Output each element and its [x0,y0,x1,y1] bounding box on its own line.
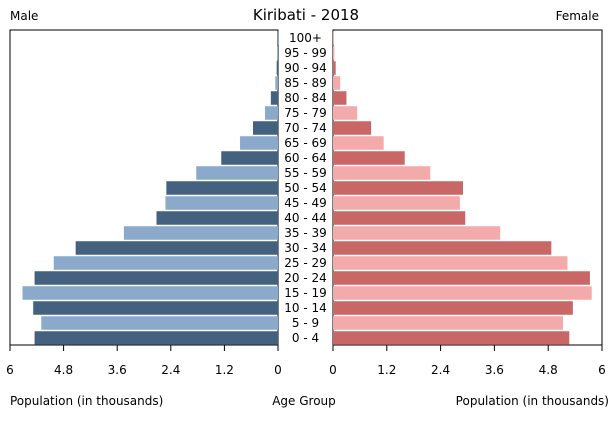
male-tick-label: 4.8 [54,363,73,377]
age-group-label: 65 - 69 [284,136,327,150]
male-bar [265,106,278,120]
age-group-label: 95 - 99 [284,46,327,60]
age-group-label: 90 - 94 [284,61,327,75]
female-bar [333,226,501,240]
age-group-label: 70 - 74 [284,121,327,135]
female-bar [333,121,372,135]
age-group-label: 60 - 64 [284,151,327,165]
age-group-label: 35 - 39 [284,226,327,240]
female-bar [333,271,590,285]
male-bars [22,31,279,345]
male-bar [196,166,278,180]
age-group-axis-label: Age Group [272,394,336,408]
female-bar [333,76,341,90]
age-group-label: 50 - 54 [284,181,327,195]
female-axis-ticks: 0 1.2 2.4 3.6 4.8 6 [329,345,606,377]
age-group-label: 15 - 19 [284,286,327,300]
female-bar [333,286,592,300]
male-tick-label: 0 [274,363,282,377]
male-bar [277,46,278,60]
age-group-label: 20 - 24 [284,271,327,285]
male-axis-ticks: 6 4.8 3.6 2.4 1.2 0 [6,345,282,377]
male-axis-label: Population (in thousands) [10,394,163,408]
female-tick-label: 0 [329,363,337,377]
male-bar [252,121,278,135]
male-bar [165,196,278,210]
male-bar [240,136,278,150]
female-bar [333,136,384,150]
male-tick-label: 2.4 [161,363,180,377]
female-bar [333,106,358,120]
female-bar [333,301,573,315]
age-group-label: 10 - 14 [284,301,327,315]
female-bar [333,31,334,45]
age-group-label: 40 - 44 [284,211,327,225]
age-group-label: 55 - 59 [284,166,327,180]
female-tick-label: 3.6 [485,363,504,377]
male-bar [277,31,279,45]
age-group-label: 5 - 9 [292,316,319,330]
female-tick-label: 6 [598,363,606,377]
male-bar [75,241,278,255]
male-bar [34,271,278,285]
male-bar [156,211,278,225]
male-bar [166,181,278,195]
male-bar [41,316,279,330]
female-bar [333,241,552,255]
male-bar [270,91,278,105]
female-bar [333,46,335,60]
age-group-label: 100+ [289,31,322,45]
female-bar [333,166,431,180]
female-tick-label: 1.2 [377,363,396,377]
age-group-label: 25 - 29 [284,256,327,270]
age-group-label: 80 - 84 [284,91,327,105]
female-bar [333,196,460,210]
female-bar [333,91,347,105]
age-group-label: 0 - 4 [292,331,319,345]
male-label: Male [10,9,38,23]
male-bar [22,286,278,300]
female-bar [333,256,568,270]
female-bar [333,211,466,225]
female-axis-label: Population (in thousands) [456,394,609,408]
male-bar [221,151,278,165]
female-bar [333,181,464,195]
female-bar [333,151,405,165]
age-group-label: 30 - 34 [284,241,327,255]
male-tick-label: 1.2 [215,363,234,377]
male-tick-label: 6 [6,363,14,377]
female-bars [333,31,592,345]
female-bar [333,316,563,330]
male-bar [275,76,278,90]
male-bar [276,61,278,75]
female-bar [333,331,570,345]
male-bar [53,256,279,270]
chart-title: Kiribati - 2018 [253,6,359,24]
age-group-label: 45 - 49 [284,196,327,210]
male-bar [34,331,278,345]
female-label: Female [556,9,599,23]
age-group-label: 75 - 79 [284,106,327,120]
male-bar [33,301,278,315]
female-tick-label: 2.4 [431,363,450,377]
male-tick-label: 3.6 [108,363,127,377]
female-tick-label: 4.8 [539,363,558,377]
female-bar [333,61,336,75]
age-group-label: 85 - 89 [284,76,327,90]
male-bar [123,226,279,240]
